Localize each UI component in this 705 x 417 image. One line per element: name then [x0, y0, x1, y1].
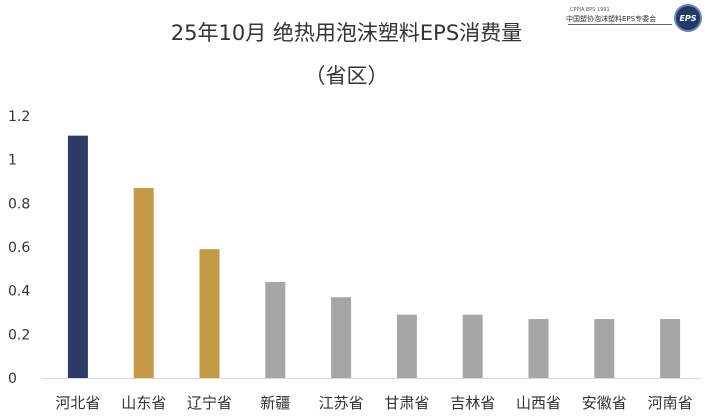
bars-group	[67, 135, 681, 378]
seal-text: EPS	[679, 14, 697, 23]
seal-icon: EPS	[674, 4, 702, 32]
chart-subtitle: （省区）	[304, 64, 389, 88]
x-tick-label: 新疆	[260, 394, 290, 412]
x-tick-label: 甘肃省	[384, 394, 429, 412]
x-tick-label: 河北省	[55, 394, 100, 412]
bar	[331, 297, 352, 378]
bar	[396, 314, 417, 378]
logo-divider	[568, 24, 672, 25]
bar	[265, 281, 286, 378]
x-tick-label: 辽宁省	[187, 394, 232, 412]
bar	[462, 314, 483, 378]
bar	[67, 135, 88, 378]
y-tick-label: 0.4	[8, 284, 30, 300]
bar	[594, 319, 615, 378]
x-tick-label: 山西省	[516, 394, 561, 412]
x-tick-label: 山东省	[121, 394, 166, 412]
y-tick-label: 0.8	[8, 196, 30, 212]
y-tick-label: 1.2	[8, 109, 30, 125]
x-tick-label: 江苏省	[319, 394, 364, 412]
bar	[660, 319, 681, 378]
x-tick-label: 河南省	[648, 394, 693, 412]
y-tick-label: 0.2	[8, 327, 30, 343]
y-axis-ticks: 0 0.2 0.4 0.6 0.8 1 1.2	[8, 109, 30, 387]
x-tick-label: 吉林省	[450, 394, 495, 412]
bar	[199, 249, 220, 378]
logo-org-text: 中国塑协泡沫塑料EPS专委会	[566, 15, 657, 23]
x-axis-labels: 河北省 山东省 辽宁省 新疆 江苏省 甘肃省 吉林省 山西省 安徽省 河南省	[55, 394, 692, 412]
y-tick-label: 0	[8, 371, 17, 387]
y-tick-label: 0.6	[8, 240, 30, 256]
bar	[133, 188, 154, 378]
chart-title: 25年10月 绝热用泡沫塑料EPS消费量	[170, 21, 523, 45]
org-logo: CPPIA EPS 1991 中国塑协泡沫塑料EPS专委会 EPS	[566, 4, 702, 36]
bar	[528, 319, 549, 378]
x-tick-label: 安徽省	[582, 394, 627, 412]
y-tick-label: 1	[8, 153, 17, 169]
logo-small-text: CPPIA EPS 1991	[570, 7, 610, 13]
